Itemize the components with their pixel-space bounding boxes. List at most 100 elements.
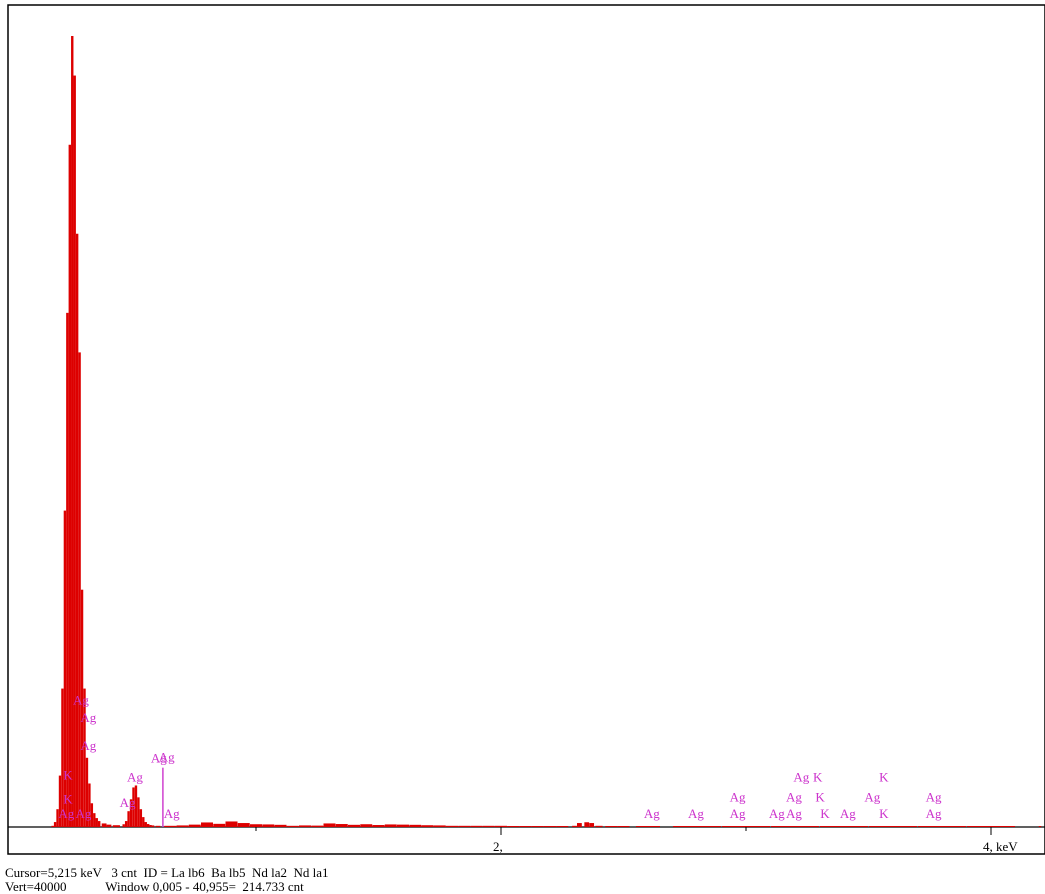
spectrum-bar [298,825,312,827]
spectrum-bar [90,803,94,827]
x-tick-label: 4, keV [983,839,1018,854]
peak-label: Ag [793,770,809,785]
spectrum-bar [262,824,275,827]
spectrum-bar [433,825,446,827]
spectrum-bar [589,823,595,827]
spectrum-bar [458,825,471,827]
spectrum-bar [409,824,422,827]
peak-label: Ag [730,789,746,804]
spectrum-bar [124,821,128,827]
spectrum-bar [470,825,483,827]
spectrum-bar [83,688,86,827]
peak-label: Ag [80,738,96,753]
peak-label: K [815,789,825,804]
spectrum-bar [95,818,98,827]
spectrum-bar [672,826,722,827]
spectrum-bar [721,826,771,827]
spectrum-bar [819,826,869,827]
peak-label: Ag [127,770,143,785]
x-tick-label: 2, [493,839,503,854]
spectrum-bar [605,826,618,827]
peak-label: Ag [926,789,942,804]
spectrum-bar [56,809,59,827]
spectrum-bar [372,825,385,827]
spectrum-bar [311,825,324,827]
peak-marker-label: Ag [151,751,167,766]
spectrum-bar [112,825,120,827]
peak-label: K [879,806,889,821]
peak-label: Ag [120,795,136,810]
spectrum-bar [347,824,361,827]
peak-label: Ag [864,789,880,804]
spectrum-bar [595,825,603,827]
spectrum-bar [966,826,1016,827]
peak-label: K [820,806,830,821]
spectrum-bar [88,783,91,827]
spectrum-bar [396,824,410,827]
spectrum-bar [868,826,918,827]
spectrum-bar [58,775,62,827]
spectrum-bar [132,787,135,827]
status-window-line: Vert=40000 Window 0,005 - 40,955= 214.73… [5,879,304,894]
spectrum-bar [176,825,189,827]
spectrum-bar [200,822,214,827]
spectrum-bar [531,826,544,827]
spectrum-bar [770,826,820,827]
spectrum-bar [68,144,72,827]
spectrum-bar [85,757,89,827]
spectrum-bar [323,823,336,827]
peak-label: Ag [159,750,175,765]
peak-label: K [63,791,73,806]
spectrum-bar [572,825,577,827]
spectrum-bar [66,312,69,828]
peak-label: Ag [926,806,942,821]
peak-label: Ag [786,806,802,821]
spectrum-bar [274,824,287,827]
peak-label: K [879,770,889,785]
spectrum-bar [482,825,495,827]
spectrum-bar [101,823,107,827]
spectrum-bar [106,824,112,827]
spectrum-bar [139,809,143,827]
spectrum-bar [129,799,133,827]
spectrum-bar [237,823,250,827]
spectrum-bar [360,824,373,827]
spectrum-bar [225,821,238,827]
spectrum-bar [149,825,152,827]
spectrum-bar [93,813,96,827]
peak-label: Ag [58,806,74,821]
spectrum-bar [155,825,161,827]
plot-frame [7,4,1045,855]
spectrum-bar [78,352,81,827]
spectrum-bar [80,589,84,827]
peak-label: Ag [80,710,96,725]
spectrum-bar [213,823,226,827]
spectrum-bar [53,822,57,827]
peak-label: Ag [786,789,802,804]
spectrum-bar [576,823,582,827]
spectrum-bar [164,825,177,827]
spectrum-bar [543,826,557,827]
spectrum-bar [384,824,397,827]
peak-label: Ag [644,806,660,821]
spectrum-bar [519,826,532,827]
spectrum-bar [146,824,150,827]
spectrum-bar [142,817,145,827]
spectrum-bar [335,824,348,827]
spectrum-bar [127,811,130,827]
spectrum-bar [71,36,74,827]
peak-label: Ag [688,806,704,821]
spectrum-bar [286,825,299,827]
spectrum-bar [51,825,54,827]
spectrum-bar [421,825,434,827]
peak-label: Ag [840,806,856,821]
spectrum-bar [61,688,64,827]
spectrum-bar [134,785,138,827]
peak-label: Ag [730,806,746,821]
spectrum-bar [445,825,459,827]
peak-label: K [813,770,823,785]
spectrum-bar [122,824,125,827]
spectrum-bar [151,825,155,827]
